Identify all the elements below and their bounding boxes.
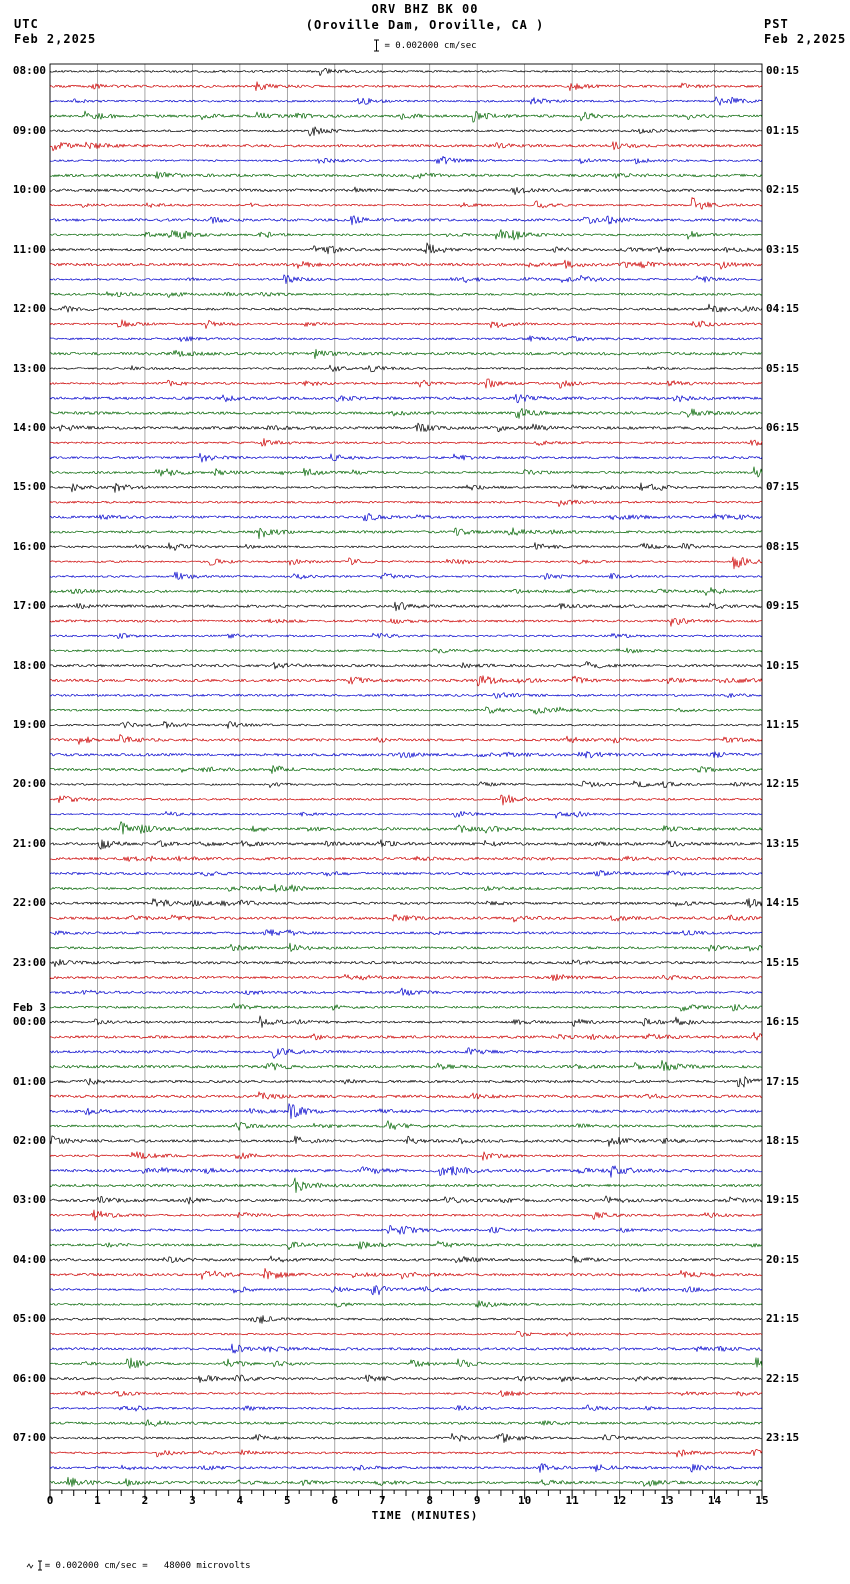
x-tick-label: 11 [565, 1494, 579, 1507]
x-tick-label: 4 [236, 1494, 244, 1507]
x-tick-label: 1 [94, 1494, 101, 1507]
amplitude-scale-line: = 0.002000 cm/sec [0, 39, 850, 52]
footer-scale-text: = 0.002000 cm/sec = 48000 microvolts [44, 1561, 251, 1571]
utc-hour-label: 17:00 [12, 599, 46, 613]
pst-hour-label: 23:15 [766, 1431, 800, 1444]
utc-hour-label: 10:00 [12, 183, 46, 197]
utc-hour-label: 18:00 [12, 658, 46, 672]
utc-hour-label: 13:00 [12, 361, 46, 375]
x-tick-label: 8 [426, 1494, 434, 1507]
right-timezone-label: PST [764, 17, 789, 31]
scale-bar-icon [374, 39, 380, 52]
utc-hour-label: 22:00 [12, 896, 46, 910]
page-title: ORV BHZ BK 00 [371, 2, 479, 16]
pst-hour-label: 19:15 [766, 1193, 800, 1207]
pst-hour-label: 01:15 [766, 123, 800, 137]
pst-hour-label: 16:15 [766, 1015, 800, 1029]
utc-hour-label: 07:00 [12, 1431, 46, 1444]
utc-hour-label: 21:00 [12, 836, 46, 850]
utc-hour-label: 04:00 [12, 1252, 46, 1266]
x-tick-label: 5 [284, 1494, 291, 1507]
utc-hour-label: 06:00 [12, 1371, 46, 1385]
pst-hour-label: 15:15 [766, 955, 800, 969]
header-center: ORV BHZ BK 00 (Oroville Dam, Oroville, C… [0, 2, 850, 32]
pst-hour-label: 06:15 [766, 420, 800, 434]
utc-hour-label: 03:00 [12, 1193, 46, 1207]
pst-hour-label: 20:15 [766, 1252, 800, 1266]
pst-hour-label: 07:15 [766, 480, 800, 494]
x-tick-label: 2 [141, 1494, 149, 1507]
right-date-label: Feb 2,2025 [764, 32, 847, 46]
utc-hour-label: 02:00 [12, 1133, 46, 1147]
utc-hour-label: 19:00 [12, 718, 46, 731]
utc-hour-label: 14:00 [12, 420, 46, 434]
x-tick-label: 12 [612, 1494, 627, 1507]
header-right: PST Feb 2,2025 [764, 17, 846, 47]
pst-hour-label: 17:15 [766, 1074, 800, 1088]
pst-hour-label: 18:15 [766, 1133, 800, 1147]
pst-hour-labels: 00:15 01:15 02:15 03:15 04:15 05:15 06:15 07:15… [766, 0, 846, 1584]
utc-hour-labels: 08:00 09:00 10:00 11:00 12:00 13:00 14:00 15:00… [0, 0, 47, 1584]
x-tick-label: 9 [473, 1494, 481, 1507]
left-timezone-label: UTC [14, 17, 39, 31]
x-tick-label: 13 [660, 1494, 674, 1507]
footer-scale-note: = 0.002000 cm/sec = 48000 microvolts [4, 1550, 251, 1581]
pst-hour-label: 02:15 [766, 183, 800, 197]
pst-hour-label: 03:15 [766, 242, 800, 256]
date-marker-label: Feb 3 [12, 1001, 46, 1015]
utc-hour-label: 05:00 [12, 1312, 46, 1326]
amplitude-scale-label: = 0.002000 cm/sec [384, 41, 477, 51]
utc-hour-label: 11:00 [12, 242, 46, 256]
utc-hour-label: 01:00 [12, 1074, 46, 1088]
utc-hour-label: 15:00 [12, 480, 46, 494]
x-tick-label: 10 [518, 1494, 532, 1507]
utc-hour-label: 12:00 [12, 302, 46, 316]
x-tick-label: 6 [331, 1494, 339, 1507]
pst-hour-label: 12:15 [766, 777, 800, 791]
pst-hour-label: 09:15 [766, 599, 800, 613]
utc-hour-label: 20:00 [12, 777, 46, 791]
pst-hour-label: 05:15 [766, 361, 800, 375]
trace-sample-icon [26, 1562, 34, 1569]
x-tick-label: 15 [755, 1494, 769, 1507]
utc-hour-label: 09:00 [12, 123, 46, 137]
x-axis-title: TIME (MINUTES) [371, 1509, 479, 1522]
utc-hour-label: 08:00 [12, 64, 46, 78]
pst-hour-label: 11:15 [766, 718, 800, 731]
pst-hour-label: 10:15 [766, 658, 800, 672]
x-tick-label: 7 [378, 1494, 386, 1507]
pst-hour-label: 14:15 [766, 896, 800, 910]
header-left: UTC Feb 2,2025 [14, 17, 96, 47]
pst-hour-label: 13:15 [766, 836, 800, 850]
footer-scale-bar-icon [37, 1560, 42, 1571]
x-tick-label: 3 [189, 1494, 196, 1507]
pst-hour-label: 00:15 [766, 64, 800, 78]
pst-hour-label: 08:15 [766, 539, 800, 553]
x-tick-label: 14 [707, 1494, 722, 1507]
utc-hour-label: 23:00 [12, 955, 46, 969]
utc-hour-label: 00:00 [12, 1015, 46, 1029]
pst-hour-label: 21:15 [766, 1312, 800, 1326]
pst-hour-label: 04:15 [766, 302, 800, 316]
station-subtitle: (Oroville Dam, Oroville, CA ) [305, 18, 545, 32]
pst-hour-label: 22:15 [766, 1371, 800, 1385]
utc-hour-label: 16:00 [12, 539, 46, 553]
left-date-label: Feb 2,2025 [14, 32, 97, 46]
x-tick-label: 0 [46, 1494, 54, 1507]
